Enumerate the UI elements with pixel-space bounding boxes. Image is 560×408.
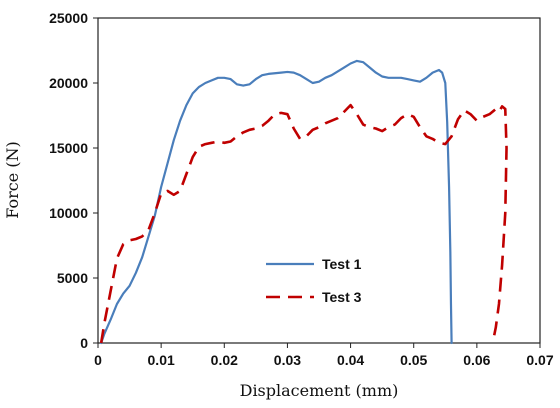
x-tick-label: 0.01 xyxy=(148,352,175,368)
x-tick-label: 0.02 xyxy=(211,352,238,368)
y-axis-title: Force (N) xyxy=(3,141,22,219)
x-axis-title: Displacement (mm) xyxy=(240,381,399,400)
legend-label: Test 3 xyxy=(322,289,362,305)
x-tick-label: 0.06 xyxy=(463,352,490,368)
x-tick-label: 0.03 xyxy=(274,352,301,368)
x-tick-label: 0.07 xyxy=(526,352,553,368)
y-tick-label: 0 xyxy=(80,335,88,351)
legend-label: Test 1 xyxy=(322,256,362,272)
plot-frame xyxy=(97,17,541,344)
ticks-layer: 0 0.01 0.02 0.03 0.04 0.05 0.06 0.07 0 5000 10000 1… xyxy=(49,10,554,368)
y-tick-label: 5000 xyxy=(57,270,88,286)
series-line-test-3 xyxy=(99,103,508,344)
axes-layer xyxy=(97,17,541,344)
x-tick-label: 0 xyxy=(94,352,102,368)
x-tick-label: 0.05 xyxy=(400,352,427,368)
y-tick-label: 25000 xyxy=(49,10,88,26)
y-tick-label: 10000 xyxy=(49,205,88,221)
series-layer xyxy=(99,59,508,345)
x-tick-label: 0.04 xyxy=(337,352,364,368)
y-tick-label: 20000 xyxy=(49,75,88,91)
legend: Test 1 Test 3 xyxy=(266,256,362,305)
y-tick-label: 15000 xyxy=(49,140,88,156)
series-line-test-1 xyxy=(100,59,453,345)
